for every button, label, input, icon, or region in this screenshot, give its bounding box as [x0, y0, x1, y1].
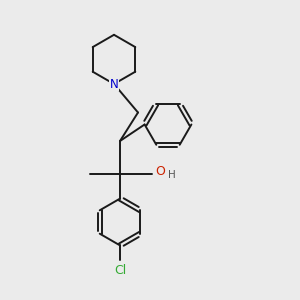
Text: Cl: Cl	[114, 264, 126, 277]
Text: H: H	[168, 170, 176, 181]
Text: O: O	[155, 165, 165, 178]
Text: N: N	[110, 77, 118, 91]
